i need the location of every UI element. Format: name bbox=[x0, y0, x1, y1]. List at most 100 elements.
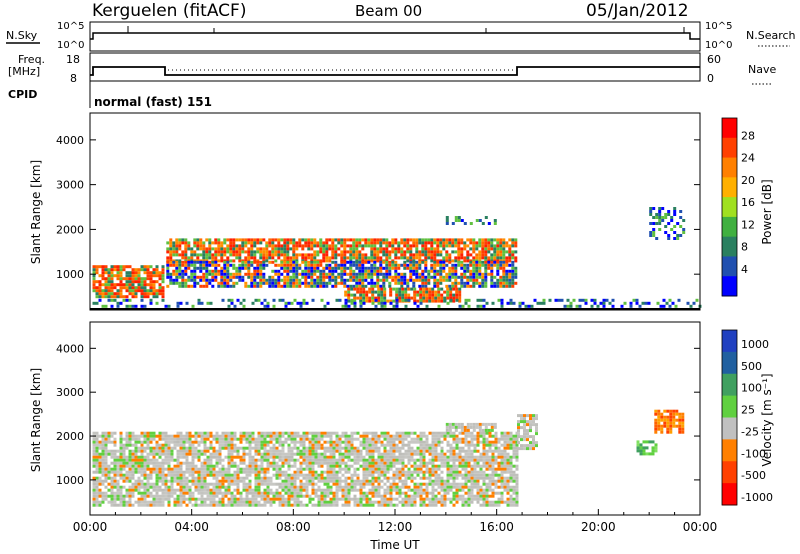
velocity-cell bbox=[302, 452, 306, 456]
power-cell bbox=[304, 263, 308, 267]
power-cell bbox=[98, 265, 102, 269]
velocity-cell bbox=[194, 503, 198, 507]
velocity-cell bbox=[479, 491, 483, 495]
power-cell bbox=[185, 301, 189, 305]
velocity-cell bbox=[479, 503, 483, 507]
power-cell bbox=[196, 275, 200, 279]
velocity-cell bbox=[398, 437, 402, 441]
power-cell bbox=[104, 271, 108, 275]
velocity-cell bbox=[422, 491, 426, 495]
velocity-cell bbox=[128, 479, 132, 483]
power-cell bbox=[167, 304, 171, 308]
velocity-cell bbox=[371, 476, 375, 480]
velocity-cell bbox=[200, 434, 204, 438]
power-cell bbox=[389, 299, 393, 303]
velocity-cell bbox=[113, 461, 117, 465]
power-cell bbox=[499, 244, 503, 248]
velocity-cell bbox=[206, 482, 210, 486]
velocity-cell bbox=[287, 431, 291, 435]
power-cell bbox=[259, 281, 263, 285]
velocity-cell bbox=[470, 440, 474, 444]
power-cell bbox=[484, 266, 488, 270]
power-cell bbox=[412, 284, 416, 288]
velocity-cell bbox=[317, 497, 321, 501]
power-cell bbox=[226, 269, 230, 273]
velocity-cell bbox=[404, 494, 408, 498]
power-cell bbox=[319, 260, 323, 264]
power-cell bbox=[362, 287, 366, 291]
velocity-cell bbox=[158, 488, 162, 492]
velocity-cell bbox=[359, 482, 363, 486]
power-cell bbox=[241, 260, 245, 264]
power-cell bbox=[229, 241, 233, 245]
power-cell bbox=[307, 244, 311, 248]
velocity-cell bbox=[296, 458, 300, 462]
velocity-cell bbox=[464, 434, 468, 438]
velocity-cell bbox=[191, 503, 195, 507]
velocity-cell bbox=[404, 434, 408, 438]
velocity-cell bbox=[293, 503, 297, 507]
power-cell bbox=[502, 253, 506, 257]
velocity-cell bbox=[356, 449, 360, 453]
velocity-cell bbox=[242, 455, 246, 459]
power-cell bbox=[259, 278, 263, 282]
velocity-cell bbox=[287, 449, 291, 453]
power-cell bbox=[187, 266, 191, 270]
power-cell bbox=[658, 210, 662, 213]
power-cell bbox=[454, 256, 458, 260]
velocity-cell bbox=[146, 458, 150, 462]
power-cell bbox=[490, 269, 494, 273]
velocity-cell bbox=[350, 437, 354, 441]
velocity-cell bbox=[143, 467, 147, 471]
power-cell bbox=[190, 275, 194, 279]
velocity-cell bbox=[257, 491, 261, 495]
velocity-cell bbox=[179, 449, 183, 453]
velocity-cell bbox=[293, 458, 297, 462]
power-cell bbox=[481, 272, 485, 276]
velocity-cell bbox=[365, 443, 369, 447]
velocity-cell bbox=[173, 503, 177, 507]
velocity-cell bbox=[143, 503, 147, 507]
velocity-cell bbox=[116, 470, 120, 474]
velocity-cell bbox=[182, 491, 186, 495]
power-cell bbox=[425, 299, 429, 303]
power-cell bbox=[199, 241, 203, 245]
power-cell bbox=[638, 304, 642, 308]
power-cell bbox=[409, 253, 413, 257]
power-cell bbox=[250, 244, 254, 248]
velocity-cell bbox=[419, 458, 423, 462]
power-colorbar-frame bbox=[721, 117, 738, 297]
velocity-cell bbox=[146, 476, 150, 480]
power-cell bbox=[635, 301, 639, 305]
velocity-cell bbox=[389, 491, 393, 495]
velocity-cell bbox=[383, 494, 387, 498]
power-cell bbox=[386, 299, 390, 303]
power-cell bbox=[397, 272, 401, 276]
velocity-cell bbox=[482, 440, 486, 444]
velocity-cell bbox=[215, 434, 219, 438]
velocity-cell bbox=[476, 476, 480, 480]
power-cell bbox=[214, 241, 218, 245]
velocity-cell bbox=[200, 437, 204, 441]
velocity-cell bbox=[275, 446, 279, 450]
power-cell bbox=[283, 238, 287, 242]
power-cell bbox=[202, 250, 206, 254]
velocity-cell bbox=[344, 461, 348, 465]
velocity-cell bbox=[440, 449, 444, 453]
velocity-cell bbox=[374, 470, 378, 474]
power-cell bbox=[452, 287, 456, 291]
power-cell bbox=[149, 280, 153, 284]
power-cell bbox=[334, 260, 338, 264]
velocity-cell bbox=[308, 482, 312, 486]
velocity-cell bbox=[470, 467, 474, 471]
power-cell bbox=[482, 304, 486, 308]
power-cell bbox=[481, 256, 485, 260]
power-cell bbox=[383, 293, 387, 297]
power-cell bbox=[437, 290, 441, 294]
velocity-cell bbox=[281, 449, 285, 453]
velocity-cell bbox=[308, 470, 312, 474]
velocity-cell bbox=[302, 473, 306, 477]
velocity-cell bbox=[437, 437, 441, 441]
velocity-cell bbox=[137, 458, 141, 462]
velocity-cell bbox=[185, 491, 189, 495]
